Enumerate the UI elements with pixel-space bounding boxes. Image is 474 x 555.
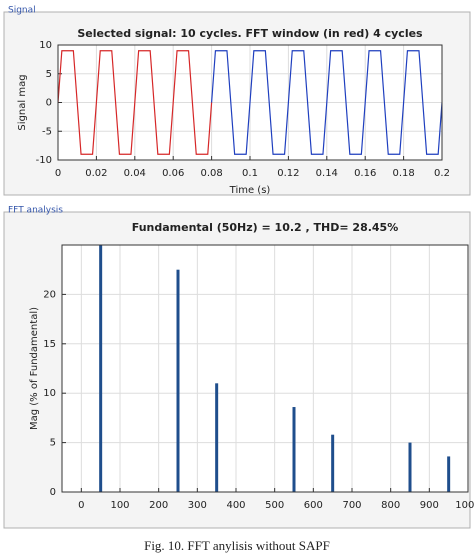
- y-axis-label: Mag (% of Fundamental): [29, 307, 40, 430]
- x-tick-label: 500: [265, 500, 284, 511]
- y-tick-label: 15: [43, 339, 56, 350]
- y-axis-label: Signal mag: [17, 74, 28, 130]
- y-tick-label: 0: [50, 487, 56, 498]
- bar: [331, 434, 335, 492]
- plot-frame: [57, 44, 443, 161]
- x-tick-label: 100: [110, 500, 129, 511]
- y-tick-label: 0: [46, 98, 52, 109]
- bar: [447, 456, 451, 492]
- x-tick-label: 0.2: [434, 168, 450, 179]
- panel-label: Signal: [8, 6, 36, 16]
- x-tick-label: 300: [188, 500, 207, 511]
- x-tick-label: 800: [381, 500, 400, 511]
- y-tick-label: 5: [46, 69, 52, 80]
- bar: [215, 383, 219, 492]
- x-tick-label: 0.1: [242, 168, 258, 179]
- x-tick-label: 200: [149, 500, 168, 511]
- x-tick-label: 0.08: [200, 168, 222, 179]
- plot-frame: [61, 244, 469, 493]
- bar: [408, 442, 412, 492]
- y-tick-label: 5: [50, 438, 56, 449]
- x-tick-label: 0: [55, 168, 61, 179]
- signal-line: [211, 50, 442, 155]
- y-tick-label: 20: [43, 289, 56, 300]
- x-tick-label: 0.16: [354, 168, 376, 179]
- y-tick-label: -5: [42, 126, 52, 137]
- x-tick-label: 0.02: [85, 168, 107, 179]
- x-tick-label: 700: [342, 500, 361, 511]
- x-tick-label: 600: [304, 500, 323, 511]
- x-tick-label: 0.14: [316, 168, 338, 179]
- signal-line: [58, 50, 213, 155]
- panel-label: FFT analysis: [8, 206, 63, 216]
- plot-area: [62, 245, 468, 492]
- chart-title: Selected signal: 10 cycles. FFT window (…: [77, 27, 423, 40]
- y-tick-label: 10: [43, 388, 56, 399]
- y-tick-label: 10: [39, 40, 52, 51]
- x-tick-label: 0.18: [392, 168, 414, 179]
- bar: [292, 407, 296, 492]
- x-tick-label: 400: [226, 500, 245, 511]
- bar: [99, 245, 103, 492]
- bar: [176, 269, 180, 492]
- x-axis-label: Time (s): [229, 185, 271, 196]
- chart-title: Fundamental (50Hz) = 10.2 , THD= 28.45%: [132, 221, 399, 234]
- x-tick-label: 0: [78, 500, 84, 511]
- y-tick-label: -10: [36, 155, 52, 166]
- x-tick-label: 0.04: [124, 168, 146, 179]
- x-tick-label: 0.12: [277, 168, 299, 179]
- x-tick-label: 900: [420, 500, 439, 511]
- caption: Fig. 10. FFT anylisis without SAPF: [144, 538, 330, 553]
- x-tick-label: 0.06: [162, 168, 184, 179]
